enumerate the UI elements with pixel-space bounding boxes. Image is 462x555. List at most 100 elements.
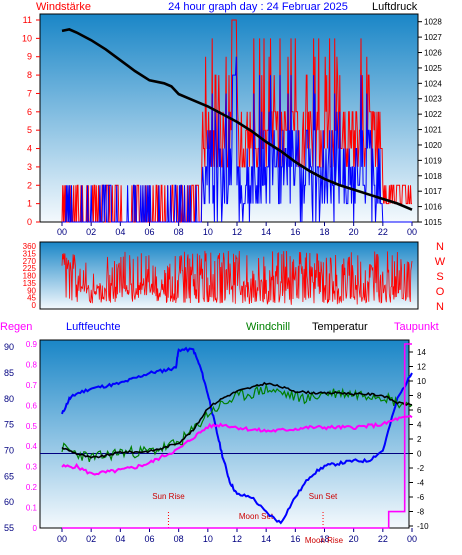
direction-tick-label: 0 [32, 301, 37, 310]
direction-tick-label: 270 [23, 257, 37, 266]
rain-tick-label: 0.2 [26, 483, 38, 492]
wind-tick-label: 3 [27, 162, 32, 172]
wind-tick-label: 4 [27, 144, 32, 154]
time-tick-label: 20 [349, 534, 359, 544]
time-tick-label: 04 [115, 227, 125, 237]
series-humidity [61, 346, 413, 525]
compass-label: N [436, 301, 444, 313]
temperature-tick-label: 10 [417, 377, 426, 386]
pressure-tick-label: 1023 [424, 95, 442, 104]
wind-tick-label: 8 [27, 70, 32, 80]
pressure-tick-label: 1022 [424, 110, 442, 119]
pressure-tick-label: 1027 [424, 33, 442, 42]
compass-label: O [436, 286, 445, 298]
time-tick-label: 02 [86, 534, 96, 544]
humidity-tick-label: 70 [4, 446, 14, 456]
rain-tick-label: 0.6 [26, 401, 38, 410]
time-tick-label: 04 [115, 534, 125, 544]
time-tick-label: 22 [378, 534, 388, 544]
time-tick-label: 00 [407, 227, 417, 237]
time-tick-label: 12 [232, 534, 242, 544]
series-dewpoint [61, 414, 413, 476]
humidity-tick-label: 60 [4, 497, 14, 507]
temperature-tick-label: 2 [417, 435, 422, 444]
humidity-tick-label: 90 [4, 342, 14, 352]
time-tick-label: 16 [290, 534, 300, 544]
pressure-tick-label: 1026 [424, 49, 442, 58]
time-tick-label: 08 [174, 534, 184, 544]
rain-tick-label: 0.7 [26, 381, 38, 390]
legend-rain: Regen [0, 321, 32, 333]
temperature-tick-label: 4 [417, 421, 422, 430]
compass-label: W [435, 256, 446, 268]
series-pressure [61, 28, 413, 211]
direction-tick-label: 135 [23, 279, 37, 288]
temperature-tick-label: 14 [417, 348, 426, 357]
direction-tick-label: 180 [23, 272, 37, 281]
time-tick-label: 18 [319, 534, 329, 544]
compass-label: S [436, 271, 443, 283]
rain-tick-label: 0.5 [26, 422, 38, 431]
wind-tick-label: 6 [27, 107, 32, 117]
time-tick-label: 14 [261, 534, 271, 544]
temperature-tick-label: -4 [417, 479, 425, 488]
annotation-sun-set: Sun Set [309, 492, 338, 501]
wind-tick-label: 2 [27, 180, 32, 190]
direction-tick-label: 360 [23, 242, 37, 251]
temperature-tick-label: -10 [417, 522, 429, 531]
pressure-tick-label: 1028 [424, 18, 442, 27]
wind-tick-label: 1 [27, 199, 32, 209]
temperature-tick-label: 6 [417, 406, 422, 415]
humidity-tick-label: 65 [4, 471, 14, 481]
rain-tick-label: 0.4 [26, 442, 38, 451]
time-tick-label: 08 [174, 227, 184, 237]
time-tick-label: 02 [86, 227, 96, 237]
rain-tick-label: 0 [33, 524, 38, 533]
time-tick-label: 00 [57, 227, 67, 237]
rain-tick-label: 0.1 [26, 504, 38, 513]
humidity-tick-label: 80 [4, 394, 14, 404]
annotation-moon-rise: Moon Rise [305, 536, 344, 545]
wind-tick-label: 5 [27, 125, 32, 135]
temperature-tick-label: -2 [417, 464, 425, 473]
humidity-tick-label: 75 [4, 420, 14, 430]
series-temperature [61, 381, 413, 459]
time-tick-label: 12 [232, 227, 242, 237]
pressure-tick-label: 1025 [424, 64, 442, 73]
annotation-moon-set: Moon Set [239, 512, 274, 521]
direction-tick-label: 90 [27, 286, 36, 295]
legend-humidity: Luftfeuchte [66, 321, 120, 333]
time-tick-label: 14 [261, 227, 271, 237]
legend-dewpoint: Taupunkt [394, 321, 439, 333]
series-wind-direction [61, 250, 413, 306]
pressure-tick-label: 1018 [424, 172, 442, 181]
wind-tick-label: 11 [23, 15, 32, 25]
time-tick-label: 16 [290, 227, 300, 237]
wind-tick-label: 10 [22, 33, 32, 43]
time-tick-label: 06 [144, 227, 154, 237]
rain-tick-label: 0.3 [26, 463, 38, 472]
series-rain [62, 343, 412, 529]
direction-tick-label: 315 [23, 249, 37, 258]
temperature-tick-label: -6 [417, 493, 425, 502]
legend-temperature: Temperatur [312, 321, 368, 333]
rain-tick-label: 0.8 [26, 360, 38, 369]
pressure-tick-label: 1019 [424, 156, 442, 165]
pressure-tick-label: 1021 [424, 126, 442, 135]
time-tick-label: 00 [407, 534, 417, 544]
series-wind-speed [62, 56, 412, 223]
time-tick-label: 20 [349, 227, 359, 237]
time-tick-label: 00 [57, 534, 67, 544]
pressure-tick-label: 1016 [424, 203, 442, 212]
time-tick-label: 22 [378, 227, 388, 237]
graph-title: 24 hour graph day : 24 Februar 2025 [168, 1, 348, 13]
wind-tick-label: 7 [27, 88, 32, 98]
time-tick-label: 10 [203, 534, 213, 544]
humidity-tick-label: 85 [4, 368, 14, 378]
time-tick-label: 18 [319, 227, 329, 237]
time-tick-label: 10 [203, 227, 213, 237]
panel-temperature-background [39, 339, 410, 529]
humidity-tick-label: 55 [4, 523, 14, 533]
